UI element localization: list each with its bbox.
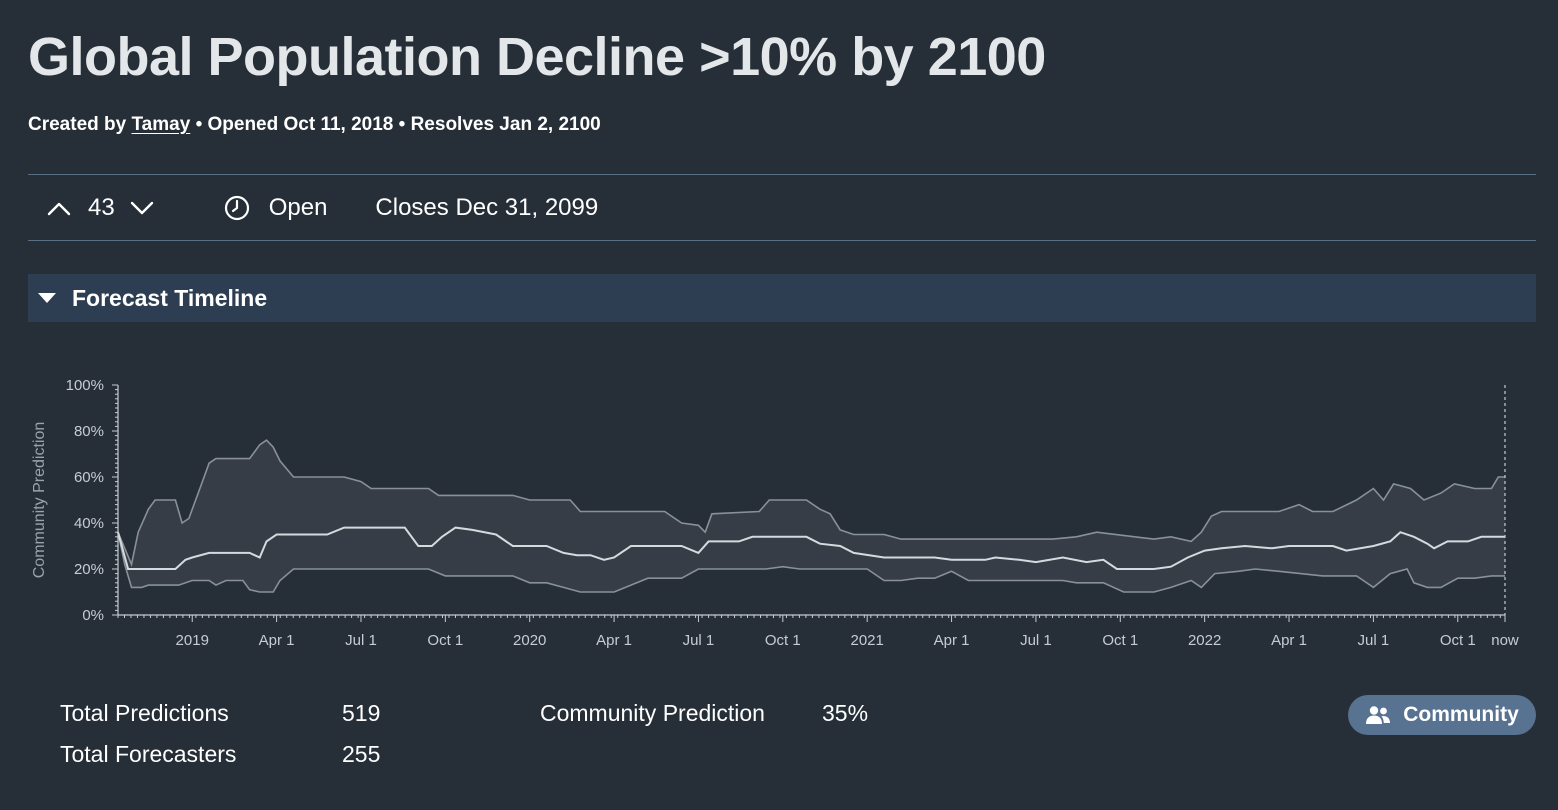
caret-down-icon: [38, 293, 56, 303]
x-tick-label: Jul 1: [1020, 632, 1052, 649]
total-forecasters-label: Total Forecasters: [60, 741, 237, 767]
x-tick-label: 2019: [176, 632, 209, 649]
clock-icon: [224, 195, 249, 221]
forecast-timeline-toggle[interactable]: Forecast Timeline: [28, 274, 1536, 322]
chevron-down-icon[interactable]: [129, 195, 155, 221]
interquartile-band: [118, 440, 1505, 592]
question-toolbar: 43 Open Closes Dec 31, 2099: [28, 176, 1536, 240]
section-title: Forecast Timeline: [72, 284, 268, 311]
resolves-date: • Resolves Jan 2, 2100: [398, 114, 601, 135]
community-button-label: Community: [1403, 703, 1519, 726]
x-tick-label: Oct 1: [765, 632, 801, 649]
x-tick-label: Jul 1: [1358, 632, 1390, 649]
divider-bottom: [28, 240, 1536, 241]
author-link[interactable]: Tamay: [131, 114, 191, 135]
x-tick-label: Apr 1: [596, 632, 632, 649]
opened-date: • Opened Oct 11, 2018: [195, 114, 394, 135]
y-tick-label: 80%: [74, 423, 104, 440]
users-icon: [1366, 706, 1391, 724]
vote-count: 43: [88, 194, 115, 221]
median-line: [117, 526, 1505, 570]
x-tick-label: Oct 1: [1102, 632, 1138, 649]
x-tick-label: Apr 1: [259, 632, 295, 649]
y-tick-label: 60%: [74, 469, 104, 486]
total-predictions-value: 519: [342, 700, 381, 726]
x-tick-label: Oct 1: [427, 632, 463, 649]
total-predictions-label: Total Predictions: [60, 700, 229, 726]
divider-top: [28, 174, 1536, 175]
upper-quartile-line: [117, 439, 1505, 568]
x-tick-label: 2022: [1188, 632, 1221, 649]
chevron-up-icon[interactable]: [46, 195, 72, 221]
x-tick-label: now: [1491, 632, 1519, 649]
x-tick-label: Apr 1: [934, 632, 970, 649]
total-forecasters-value: 255: [342, 741, 381, 767]
y-tick-label: 100%: [66, 377, 104, 394]
community-prediction-label: Community Prediction: [540, 700, 765, 726]
x-tick-label: Oct 1: [1440, 632, 1476, 649]
status-indicator: Open: [223, 194, 328, 222]
page-title: Global Population Decline >10% by 2100: [28, 27, 1046, 87]
x-tick-label: 2020: [513, 632, 546, 649]
x-tick-label: 2021: [850, 632, 883, 649]
y-tick-label: 20%: [74, 561, 104, 578]
question-meta: Created by Tamay • Opened Oct 11, 2018 •…: [28, 114, 601, 136]
close-date: Closes Dec 31, 2099: [375, 194, 599, 221]
x-tick-label: Jul 1: [345, 632, 377, 649]
status-label: Open: [268, 194, 328, 221]
y-tick-label: 0%: [82, 607, 104, 624]
community-prediction-value: 35%: [822, 700, 869, 726]
vote-control: 43: [46, 194, 155, 222]
x-tick-label: Jul 1: [683, 632, 715, 649]
y-axis-title: Community Prediction: [31, 422, 48, 579]
created-by-label: Created by: [28, 114, 132, 135]
forecast-chart: 0% 20% 40% 60% 80% 100% 2019 Apr 1 Jul 1 Oct 1 202…: [31, 377, 1519, 649]
community-button[interactable]: Community: [1348, 695, 1536, 735]
y-tick-label: 40%: [74, 515, 104, 532]
x-tick-label: Apr 1: [1271, 632, 1307, 649]
lower-quartile-line: [117, 532, 1505, 593]
